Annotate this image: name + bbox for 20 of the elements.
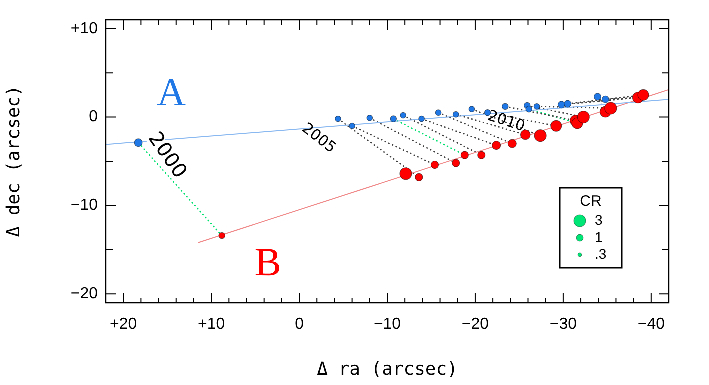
- y-tick-label: 0: [89, 108, 98, 126]
- x-tick-label: −10: [374, 316, 402, 334]
- x-axis-title: Δ ra (arcsec): [317, 358, 458, 380]
- x-tick-label: +20: [110, 316, 138, 334]
- y-axis-title: Δ dec (arcsec): [3, 86, 24, 238]
- legend-title: CR: [580, 193, 602, 210]
- y-tick-label: −20: [70, 286, 98, 303]
- y-tick-label: −10: [70, 197, 98, 214]
- x-tick-label: −20: [462, 316, 490, 334]
- legend-label: 1: [595, 228, 603, 245]
- legend-label: .3: [595, 246, 607, 262]
- series-label: B: [254, 239, 282, 284]
- legend-label: 3: [595, 212, 603, 228]
- legend-label: A: [157, 69, 186, 114]
- x-tick-label: −30: [550, 316, 578, 334]
- x-tick-label: −40: [638, 316, 666, 334]
- y-tick-label: +10: [70, 20, 98, 38]
- annotation: 2010: [486, 106, 528, 136]
- x-tick-label: 0: [295, 316, 304, 334]
- x-tick-label: +10: [198, 316, 226, 334]
